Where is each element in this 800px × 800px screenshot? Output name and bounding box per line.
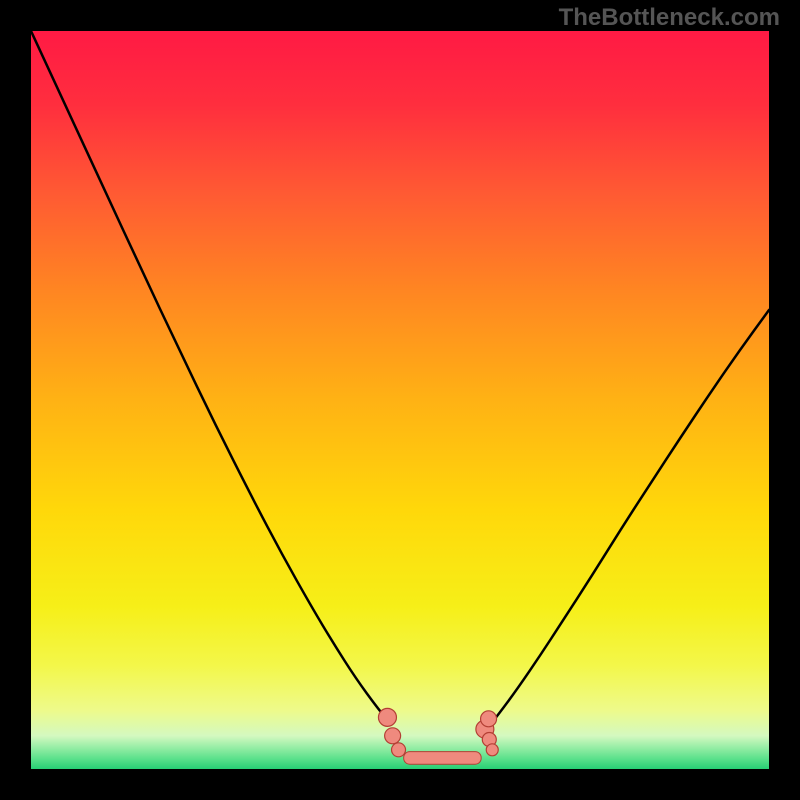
marker-left: [385, 728, 401, 744]
marker-right: [481, 711, 497, 727]
marker-left: [392, 743, 406, 757]
marker-left: [378, 708, 396, 726]
chart-frame: TheBottleneck.com: [0, 0, 800, 800]
plot-area: [31, 31, 769, 769]
marker-bottom-bar: [404, 752, 481, 765]
gradient-background: [31, 31, 769, 769]
watermark-text: TheBottleneck.com: [559, 4, 780, 32]
marker-right: [486, 744, 498, 756]
plot-svg: [31, 31, 769, 769]
